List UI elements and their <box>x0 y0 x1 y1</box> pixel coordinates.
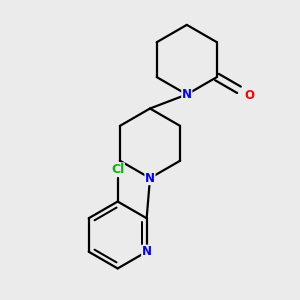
Text: N: N <box>145 172 155 184</box>
Text: Cl: Cl <box>111 163 124 176</box>
Text: N: N <box>142 245 152 258</box>
Text: O: O <box>244 89 254 102</box>
Text: N: N <box>182 88 192 101</box>
